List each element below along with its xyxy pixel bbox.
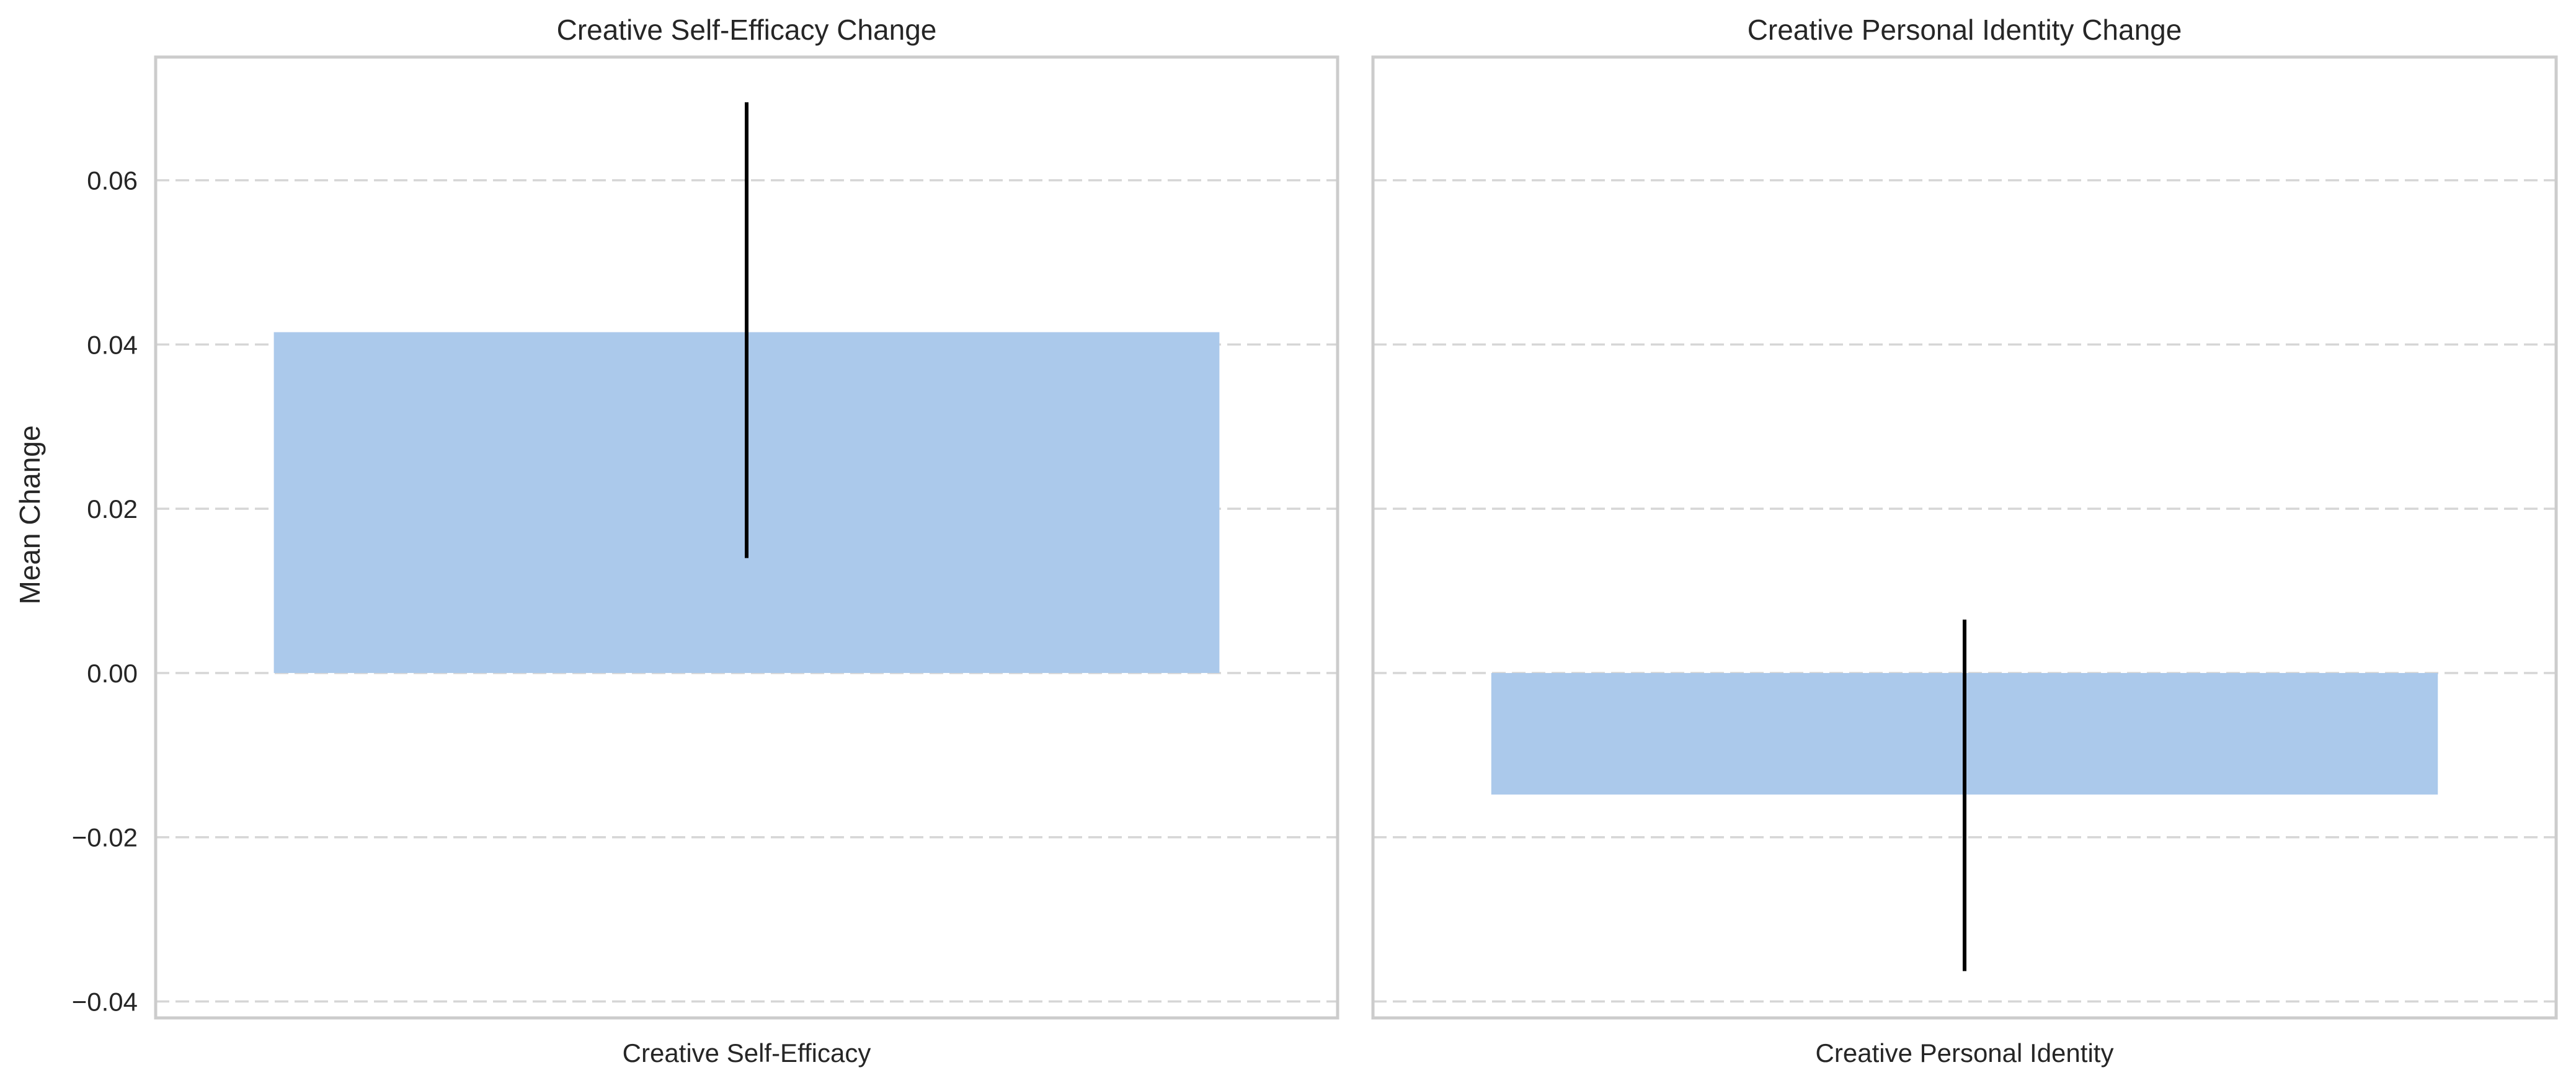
y-tick-label: 0.00 (87, 659, 138, 688)
y-tick-label: 0.04 (87, 330, 138, 359)
plot-frame (1371, 55, 2558, 1020)
panel-personal-identity: Creative Personal Identity Change Creati… (1371, 14, 2558, 1068)
y-tick-label: −0.04 (72, 988, 138, 1017)
panel-title-personal-identity: Creative Personal Identity Change (1748, 14, 2182, 46)
panel-self-efficacy: Creative Self-Efficacy Change Creative S… (154, 14, 1339, 1068)
y-tick-labels: 0.06 0.04 0.02 0.00 −0.02 −0.04 (72, 166, 138, 1017)
y-tick-label: 0.02 (87, 494, 138, 524)
x-tick-label: Creative Self-Efficacy (623, 1038, 871, 1068)
x-tick-label: Creative Personal Identity (1816, 1038, 2114, 1068)
y-tick-label: 0.06 (87, 166, 138, 195)
panel-title-self-efficacy: Creative Self-Efficacy Change (557, 14, 937, 46)
y-tick-label: −0.02 (72, 823, 138, 852)
y-axis-label: Mean Change (14, 426, 46, 605)
plot-frame (154, 55, 1339, 1020)
